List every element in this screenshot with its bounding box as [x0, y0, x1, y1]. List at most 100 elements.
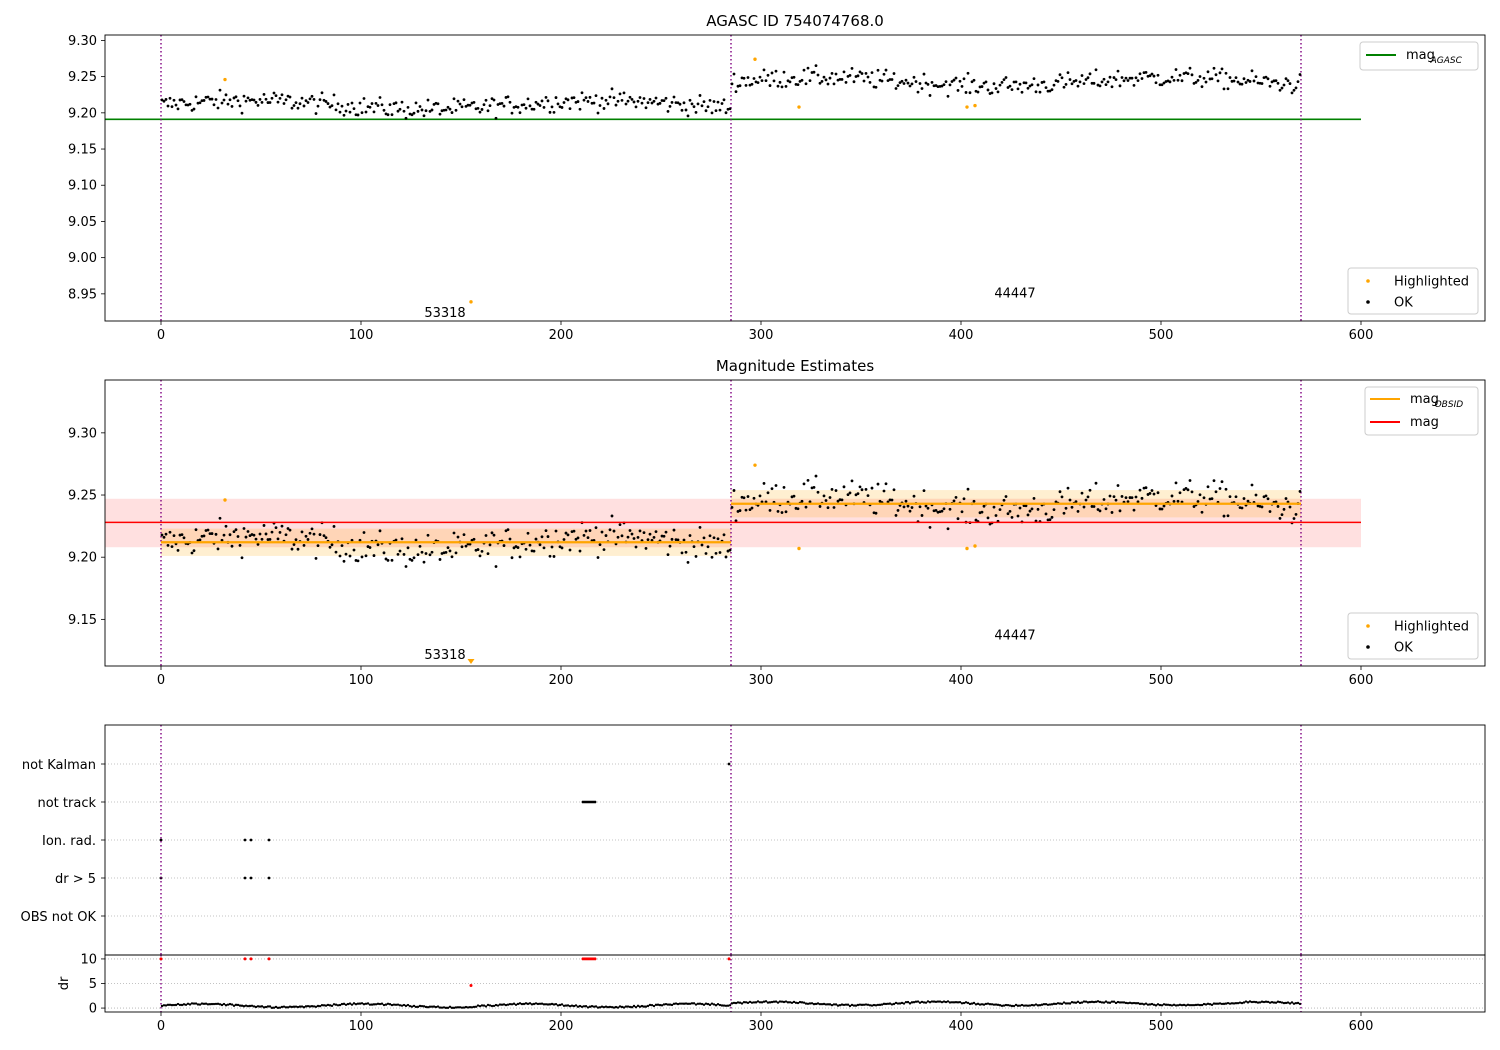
ok-point: [502, 544, 506, 547]
ok-point: [1260, 505, 1264, 509]
ok-point: [1104, 83, 1108, 87]
ok-point: [478, 110, 482, 114]
dr-point: [236, 1003, 240, 1007]
ok-point: [896, 509, 900, 512]
dr-point: [1222, 1002, 1226, 1006]
ok-point: [488, 543, 492, 547]
ok-point: [968, 91, 972, 95]
ok-point: [712, 536, 716, 540]
dr-point: [336, 1004, 340, 1007]
ok-point: [616, 535, 620, 539]
axes-frame: [104, 34, 1486, 322]
dr-point: [180, 1003, 184, 1007]
dr-point: [376, 1002, 380, 1006]
ok-point: [702, 100, 706, 103]
ok-point: [616, 99, 620, 103]
dr-point: [1160, 1004, 1164, 1007]
ok-point: [944, 80, 948, 84]
ok-point: [1278, 516, 1282, 520]
legend-label: Highlighted: [1394, 620, 1469, 635]
ok-point: [890, 78, 894, 81]
ok-point: [882, 489, 886, 493]
ok-point: [548, 110, 552, 114]
ok-point: [630, 532, 634, 536]
ok-point: [842, 485, 846, 489]
ok-point: [650, 101, 654, 105]
ok-point: [1010, 515, 1014, 519]
dr-point: [1048, 1003, 1052, 1006]
highlighted-point: [223, 498, 227, 502]
ok-point: [998, 508, 1002, 512]
ok-point: [710, 111, 714, 115]
dr-point: [326, 1003, 330, 1007]
ok-point: [258, 97, 262, 101]
dr-point: [1114, 1001, 1118, 1005]
ok-point: [302, 543, 306, 547]
dr-point: [234, 1003, 238, 1007]
ok-point: [750, 506, 754, 510]
ok-point: [260, 537, 264, 541]
ok-point: [200, 99, 204, 103]
ok-point: [752, 496, 756, 500]
dr-point: [970, 1002, 974, 1005]
x-tick-label: 300: [749, 328, 774, 343]
ok-point: [812, 70, 816, 74]
ok-point: [240, 111, 244, 115]
ok-point: [650, 538, 654, 542]
dr-point: [906, 1000, 910, 1004]
ok-point: [1202, 496, 1206, 500]
dr-point: [1184, 1004, 1188, 1007]
dr-point: [602, 1005, 606, 1009]
dr-point: [988, 1003, 992, 1006]
ok-point: [344, 109, 348, 113]
dr-point: [614, 1005, 618, 1009]
ok-point: [1228, 76, 1232, 79]
ok-point: [678, 102, 682, 106]
dr-point: [928, 1001, 932, 1004]
dr-point: [660, 1004, 664, 1007]
ok-point: [1212, 479, 1216, 483]
dr-point: [1152, 1003, 1156, 1006]
dr-point: [478, 1004, 482, 1008]
dr-point: [1224, 1002, 1228, 1005]
ok-point: [1214, 490, 1218, 494]
ok-point: [1016, 87, 1020, 91]
dr-point: [172, 1003, 176, 1007]
dr-point: [1188, 1003, 1192, 1007]
ok-point: [848, 491, 852, 495]
ok-point: [1290, 91, 1294, 95]
ok-point: [1282, 507, 1286, 511]
dr-point: [862, 1003, 866, 1007]
ok-point: [882, 72, 886, 76]
ok-point: [844, 80, 848, 84]
ok-point: [246, 530, 250, 533]
dr-point: [1292, 1002, 1296, 1005]
ok-point: [1036, 83, 1040, 87]
dr-point: [394, 1003, 398, 1007]
dr-point: [1204, 1003, 1208, 1006]
ok-point: [1060, 76, 1064, 80]
dr-point: [842, 1003, 846, 1007]
dr-point: [804, 1002, 808, 1005]
ok-point: [1048, 518, 1052, 522]
dr-point: [1014, 1003, 1018, 1007]
ok-point: [966, 71, 970, 75]
ok-point: [168, 530, 172, 534]
ok-point: [1056, 79, 1060, 83]
ok-point: [224, 93, 228, 97]
ok-point: [224, 524, 228, 528]
ok-point: [818, 81, 822, 85]
dr-point: [982, 1003, 986, 1006]
y-tick-label: 10: [80, 952, 97, 967]
ok-point: [620, 98, 624, 102]
dr-point: [1170, 1004, 1174, 1007]
ok-point: [1206, 70, 1210, 74]
ok-point: [282, 102, 286, 105]
dr-point: [1268, 1001, 1272, 1004]
ok-point: [772, 79, 776, 83]
ok-point: [902, 505, 906, 509]
ok-point: [816, 490, 820, 494]
dr-point: [1288, 1002, 1292, 1005]
